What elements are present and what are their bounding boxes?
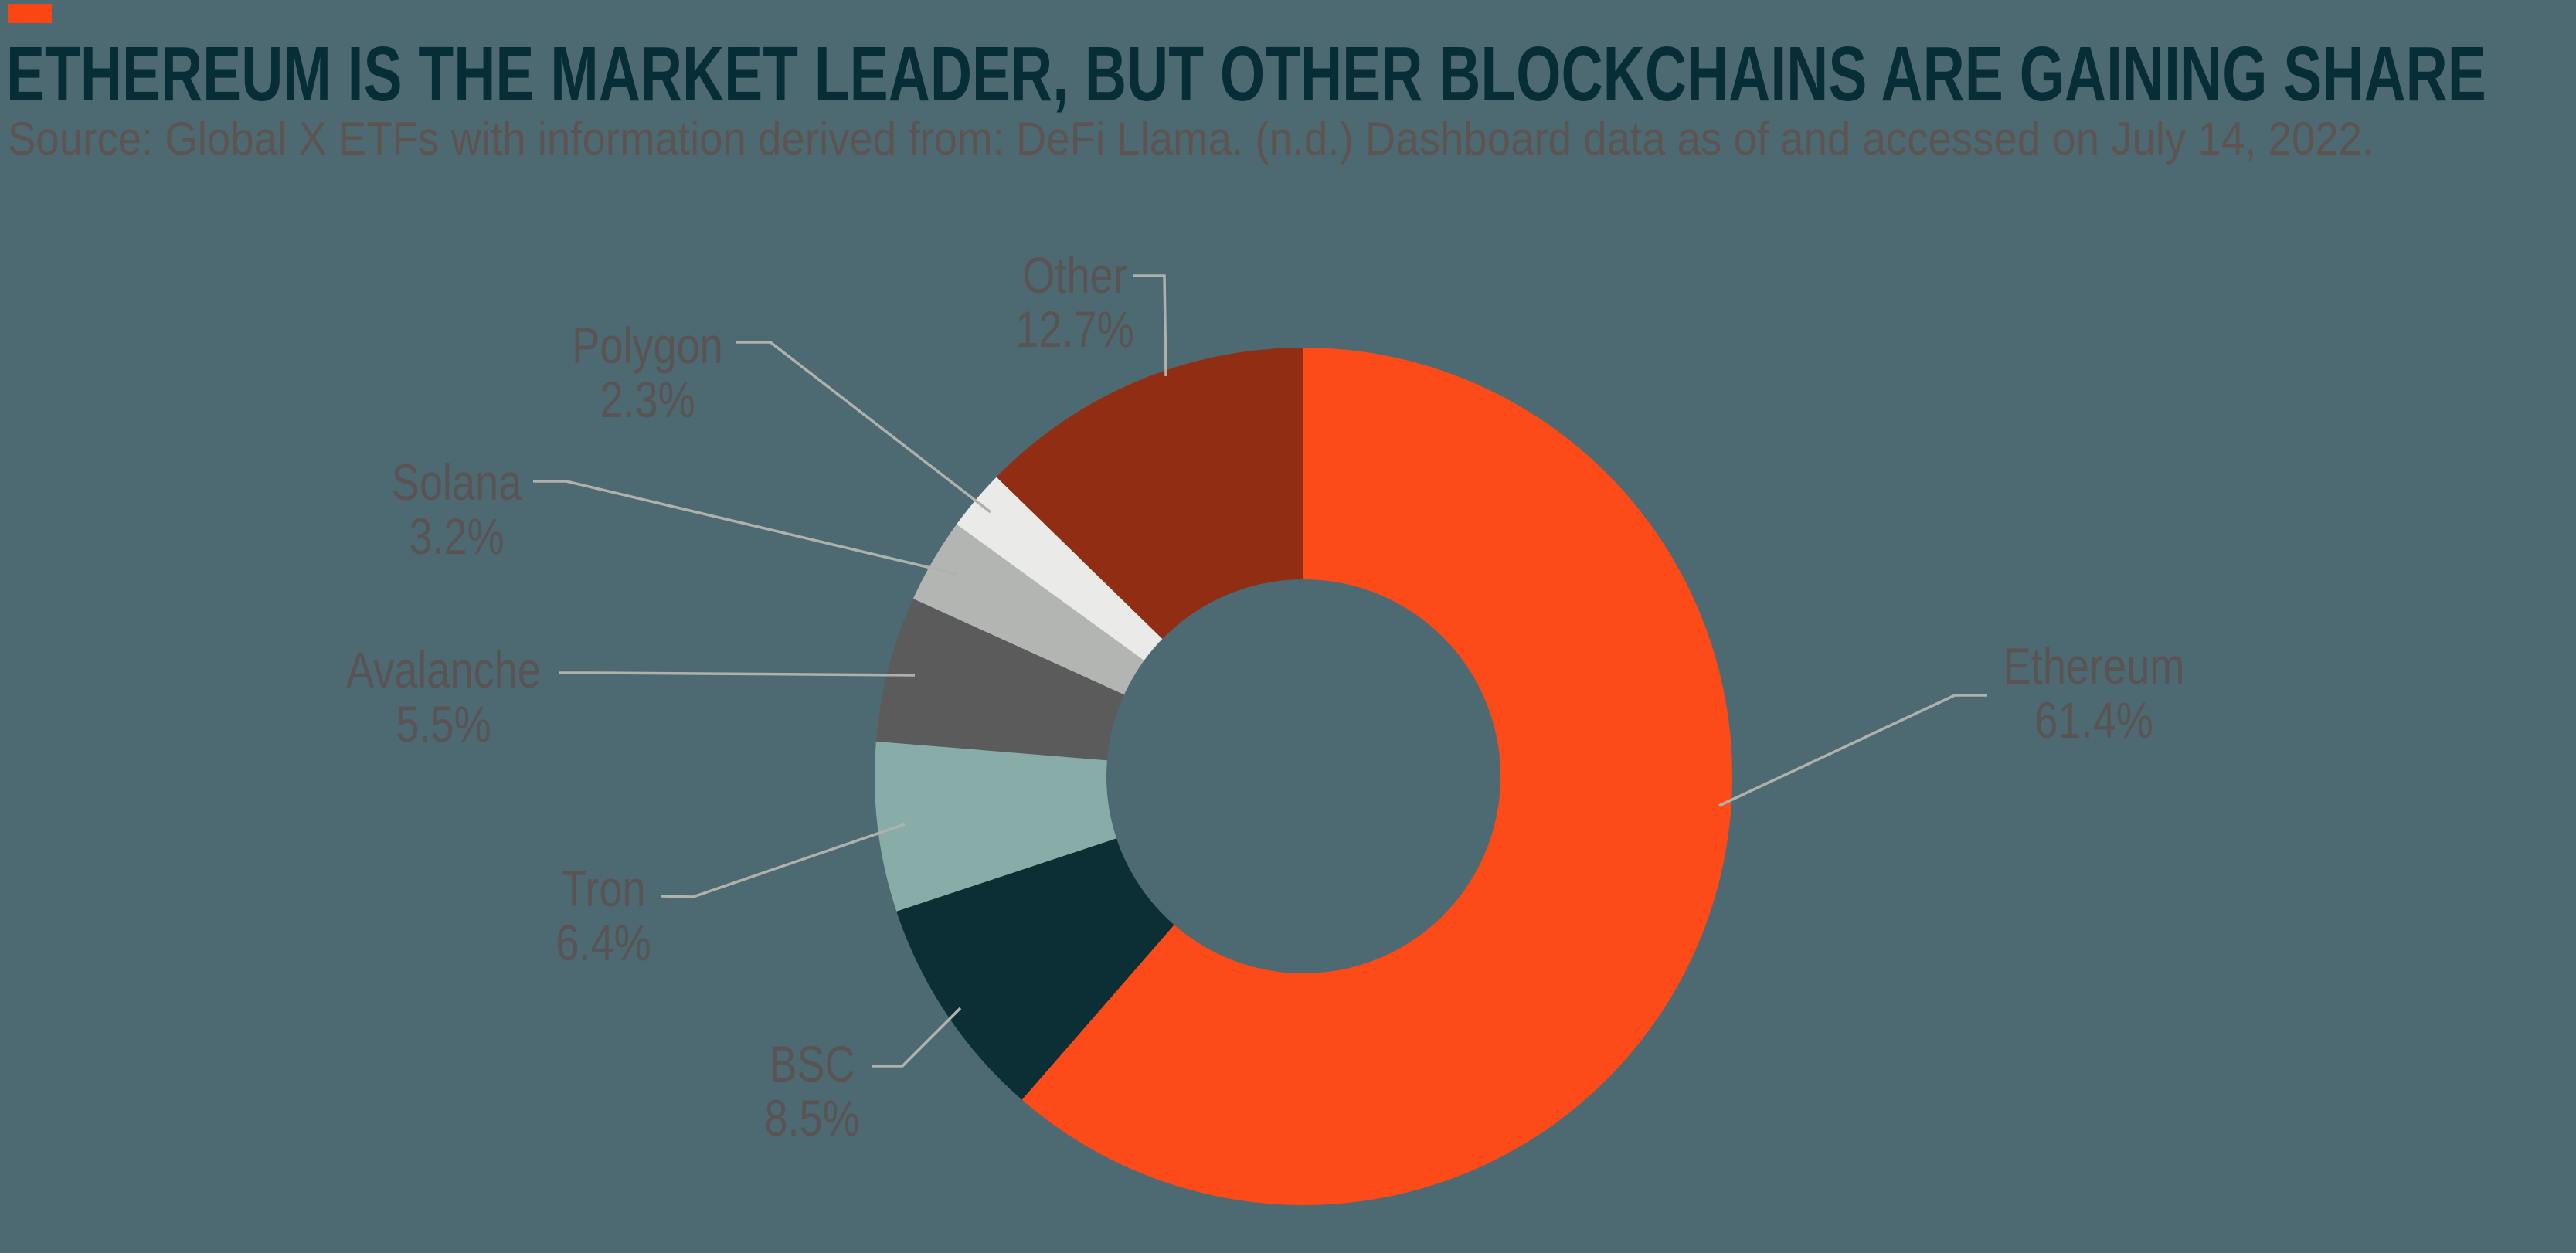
- slice-name-label-other: Other: [1022, 246, 1127, 304]
- leader-line-solana: [533, 480, 957, 576]
- slice-tron: [875, 741, 1116, 912]
- slice-bsc: [896, 838, 1174, 1100]
- brand-logo-square: [8, 4, 52, 23]
- slice-value-label-tron: 6.4%: [556, 914, 651, 971]
- leader-line-avalanche: [559, 671, 916, 677]
- slice-value-label-polygon: 2.3%: [600, 371, 695, 428]
- slice-name-label-solana: Solana: [392, 453, 522, 511]
- slice-ethereum: [1021, 347, 1733, 1206]
- slice-name-label-bsc: BSC: [769, 1035, 855, 1092]
- slice-value-label-ethereum: 61.4%: [2034, 691, 2153, 749]
- leader-line-tron: [660, 823, 906, 898]
- slice-name-label-avalanche: Avalanche: [346, 641, 541, 698]
- slice-value-label-other: 12.7%: [1015, 301, 1133, 358]
- slice-other: [996, 348, 1303, 639]
- slice-solana: [912, 524, 1144, 695]
- leader-line-other: [1133, 274, 1167, 377]
- slice-name-label-ethereum: Ethereum: [2003, 637, 2185, 694]
- slice-value-label-avalanche: 5.5%: [396, 695, 491, 752]
- page-title: ETHEREUM IS THE MARKET LEADER, BUT OTHER…: [6, 31, 2486, 117]
- slice-value-label-bsc: 8.5%: [764, 1089, 859, 1146]
- leader-line-bsc: [872, 1007, 962, 1068]
- slice-avalanche: [875, 599, 1124, 761]
- slice-name-label-tron: Tron: [561, 860, 645, 917]
- source-attribution: Source: Global X ETFs with information d…: [8, 113, 2374, 165]
- leader-line-polygon: [736, 341, 992, 514]
- slice-value-label-solana: 3.2%: [409, 508, 504, 565]
- slice-name-label-polygon: Polygon: [572, 317, 723, 374]
- leader-line-ethereum: [1718, 694, 1987, 807]
- slice-polygon: [957, 477, 1163, 661]
